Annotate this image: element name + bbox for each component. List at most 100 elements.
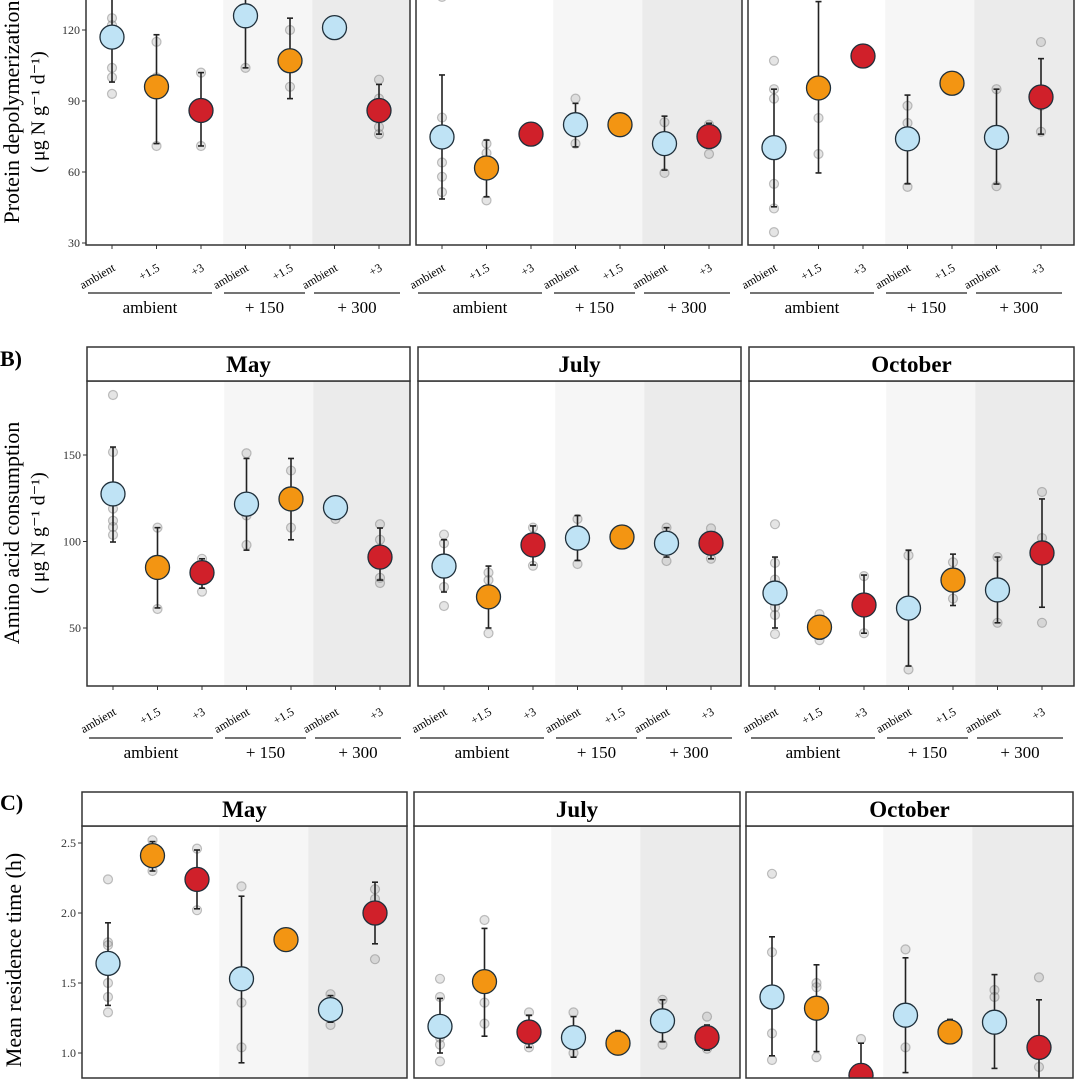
mean-point [429,124,455,150]
co2-300-shading [975,381,1074,686]
co2-300-shading [640,826,740,1078]
mean-point [189,559,215,586]
y-tick-label: 50 [69,621,81,635]
mean-point [321,14,348,41]
mean-point [1029,540,1055,566]
x-tick-label: ambient [409,704,450,736]
facet-strip [748,346,1075,382]
facet-title: May [226,352,271,377]
raw-point [102,874,114,885]
raw-point [568,1007,579,1018]
x-tick-label: ambient [301,704,342,736]
y-tick-label: 120 [62,23,80,37]
mean-point [937,1019,963,1045]
x-tick-label: +1.5 [468,704,494,727]
x-tick-label: +1.5 [932,260,958,283]
facet-strip [81,791,408,827]
mean-point [520,532,546,558]
mean-point [322,494,349,521]
mean-point [649,1008,676,1034]
x-tick-label: +3 [698,704,716,723]
x-tick-label: ambient [632,704,673,736]
facet-title: October [871,352,951,377]
x-tick-label: +3 [518,260,536,279]
raw-point [703,148,715,160]
y-axis-title: Mean residence time (h) [1,853,26,1067]
mean-point [761,134,787,161]
mean-point [609,524,635,550]
co2-group-label: + 300 [999,298,1038,317]
y-axis-units: ( μg N g⁻¹ d⁻¹) [28,472,50,594]
mean-point [277,48,303,74]
x-tick-label: ambient [963,704,1004,736]
raw-point [1033,972,1045,983]
raw-point [701,1011,713,1022]
co2-300-shading [312,0,410,245]
raw-point [102,1007,114,1018]
x-tick-label: +1.5 [799,704,825,727]
mean-point [427,1013,453,1040]
plot-frame [85,0,411,246]
mean-point [851,592,877,618]
x-tick-label: +1.5 [600,260,626,283]
y-tick-label: 2.5 [61,836,76,850]
mean-point [653,530,680,556]
x-tick-label: +1.5 [466,260,492,283]
co2-group-label: ambient [124,743,179,762]
mean-point [139,842,166,869]
x-tick-label: ambient [962,260,1003,292]
raw-point [1035,36,1047,48]
facet-strip [86,346,411,382]
co2-150-shading [223,0,313,245]
x-tick-label: ambient [543,704,584,736]
co2-group-label: ambient [455,743,510,762]
x-tick-label: +1.5 [136,260,162,283]
mean-point [431,553,457,579]
facet-may: ambient +1.5 +3 ambient +1.5 ambient +3ambient… [62,0,411,317]
mean-point [273,926,299,953]
x-tick-label: ambient [541,260,582,292]
mean-point [694,1024,720,1051]
x-tick-label: ambient [874,704,915,736]
mean-point [894,126,921,152]
x-tick-label: +1.5 [798,260,824,283]
mean-point [848,1062,874,1079]
mean-point [1028,84,1054,110]
co2-group-label: ambient [786,743,841,762]
mean-point [95,950,121,977]
panel-letter: B) [0,346,22,371]
y-axis-units: ( μg N g⁻¹ d⁻¹) [28,51,50,173]
raw-point [1036,617,1048,628]
mean-point [1026,1034,1052,1061]
co2-300-shading [642,0,742,245]
y-axis-title: Amino acid consumption [0,422,24,644]
raw-point [107,389,119,401]
x-tick-label: ambient [77,260,118,292]
mean-point [981,1009,1008,1035]
co2-150-shading [885,0,975,245]
mean-point [696,123,722,150]
raw-point [766,1054,778,1066]
raw-point [661,555,672,567]
mean-point [759,984,785,1010]
y-tick-label: 30 [68,236,80,250]
mean-point [892,1002,919,1028]
raw-point [373,74,385,85]
raw-point [483,628,494,639]
mean-point [278,486,304,512]
raw-point [768,55,780,66]
x-tick-label: +3 [366,260,384,279]
mean-point [99,24,125,50]
raw-point [106,88,118,100]
mean-point [983,124,1010,151]
mean-point [895,595,922,621]
mean-point [233,491,260,517]
facet-strip [417,346,742,382]
y-tick-label: 2.0 [61,906,76,920]
raw-point [437,0,447,2]
raw-point [236,881,247,892]
facet-title: October [869,797,949,822]
raw-point [768,227,780,238]
